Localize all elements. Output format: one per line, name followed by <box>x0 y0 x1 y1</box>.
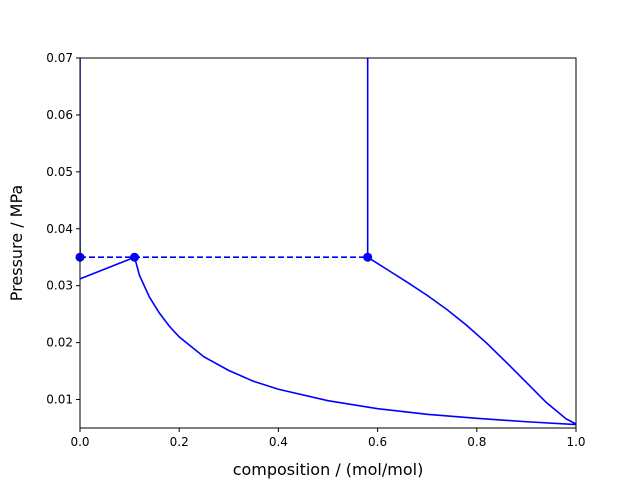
series-layer <box>80 58 576 426</box>
y-tick-label: 0.03 <box>46 279 73 293</box>
x-tick-label: 0.0 <box>70 435 89 449</box>
x-tick-label: 0.8 <box>467 435 486 449</box>
y-tick-label: 0.01 <box>46 393 73 407</box>
marker-point-2 <box>130 252 140 262</box>
x-tick-label: 0.4 <box>269 435 288 449</box>
marker-point-3 <box>363 252 373 262</box>
y-tick-label: 0.04 <box>46 222 73 236</box>
y-tick-label: 0.07 <box>46 51 73 65</box>
y-tick-label: 0.02 <box>46 336 73 350</box>
x-tick-label: 0.2 <box>170 435 189 449</box>
x-axis-title: composition / (mol/mol) <box>233 460 424 479</box>
y-axis-title: Pressure / MPa <box>7 185 26 301</box>
y-tick-label: 0.05 <box>46 165 73 179</box>
series-line-2 <box>80 256 135 280</box>
y-tick-label: 0.06 <box>46 108 73 122</box>
series-line-3 <box>133 257 576 426</box>
plot-frame <box>79 57 577 429</box>
series-line-5 <box>367 256 576 425</box>
x-tick-label: 1.0 <box>566 435 585 449</box>
x-axis: 0.0 0.2 0.4 0.6 0.8 1.0 <box>70 428 586 449</box>
points-layer <box>75 252 373 262</box>
x-tick-label: 0.6 <box>368 435 387 449</box>
y-axis: 0.01 0.02 0.03 0.04 0.05 0.06 0.07 <box>46 51 80 407</box>
